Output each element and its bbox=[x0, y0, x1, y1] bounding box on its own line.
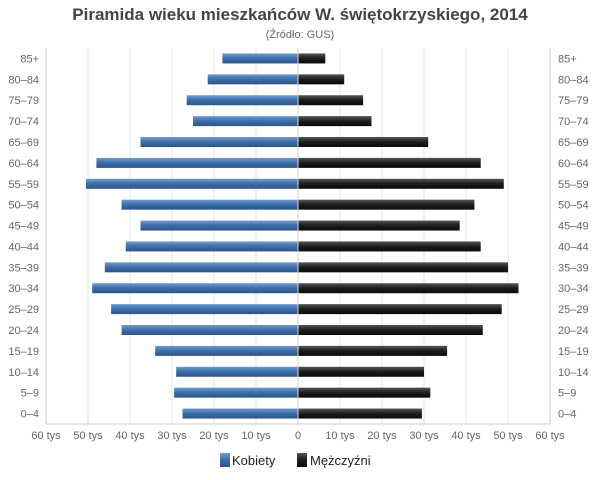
bar-kobiety-0 bbox=[182, 408, 298, 419]
legend-swatch-kobiety bbox=[220, 453, 230, 467]
bar-kobiety-13 bbox=[140, 137, 298, 147]
bar-mezczyzni-0 bbox=[298, 408, 422, 419]
y-tick-label: 15–19 bbox=[558, 346, 589, 358]
bar-kobiety-9 bbox=[140, 220, 298, 231]
y-tick-label: 60–64 bbox=[558, 158, 589, 170]
x-tick-label: 10 tys bbox=[241, 430, 271, 442]
y-tick-label: 45–49 bbox=[558, 221, 589, 233]
x-tick-label: 40 tys bbox=[451, 430, 481, 442]
bar-mezczyzni-5 bbox=[298, 304, 502, 315]
legend-swatch-mezczyzni bbox=[297, 453, 307, 467]
chart-subtitle: (Źródło: GUS) bbox=[266, 28, 334, 41]
y-tick-label: 45–49 bbox=[8, 221, 39, 233]
legend: Kobiety Mężczyźni bbox=[220, 453, 371, 468]
y-tick-label: 85+ bbox=[20, 53, 39, 65]
bar-mezczyzni-4 bbox=[298, 325, 483, 335]
bar-kobiety-11 bbox=[85, 178, 299, 189]
bar-kobiety-16 bbox=[207, 74, 298, 85]
y-tick-label: 75–79 bbox=[558, 95, 589, 107]
bar-mezczyzni-14 bbox=[298, 116, 372, 127]
y-tick-label: 20–24 bbox=[558, 325, 589, 337]
y-tick-label: 60–64 bbox=[8, 158, 39, 170]
x-tick-label: 0 bbox=[295, 430, 301, 442]
x-tick-label: 60 tys bbox=[535, 430, 565, 442]
y-tick-label: 25–29 bbox=[558, 304, 589, 316]
y-tick-label: 70–74 bbox=[558, 116, 589, 128]
y-tick-label: 50–54 bbox=[8, 200, 39, 212]
y-tick-label: 30–34 bbox=[8, 283, 39, 295]
y-tick-label: 50–54 bbox=[558, 200, 589, 212]
legend-label-kobiety: Kobiety bbox=[232, 453, 276, 468]
x-tick-label: 50 tys bbox=[73, 430, 103, 442]
bar-kobiety-1 bbox=[174, 387, 298, 398]
y-tick-label: 55–59 bbox=[558, 179, 589, 191]
axes bbox=[45, 48, 551, 425]
y-tick-label: 65–69 bbox=[8, 137, 39, 149]
y-tick-labels-left: 0–4 5–9 10–14 15–19 20–24 25–29 30–34 35–39 40–4… bbox=[8, 53, 39, 420]
y-tick-label: 0–4 bbox=[558, 409, 576, 421]
y-tick-label: 40–44 bbox=[558, 241, 589, 253]
y-tick-label: 35–39 bbox=[558, 262, 589, 274]
y-tick-labels-right: 0–4 5–9 10–14 15–19 20–24 25–29 30–34 35–39 40–4… bbox=[558, 53, 589, 420]
y-tick-label: 70–74 bbox=[8, 116, 39, 128]
bar-mezczyzni-6 bbox=[298, 283, 519, 294]
bar-kobiety-8 bbox=[125, 241, 298, 252]
x-tick-labels: 60 tys 50 tys 40 tys 30 tys 20 tys 10 tys 0 10 … bbox=[31, 430, 565, 442]
bar-mezczyzni-12 bbox=[298, 157, 481, 168]
y-tick-label: 10–14 bbox=[558, 367, 589, 379]
bar-mezczyzni-1 bbox=[298, 387, 431, 398]
bar-mezczyzni-15 bbox=[298, 95, 364, 106]
bar-kobiety-15 bbox=[186, 95, 298, 106]
y-tick-label: 5–9 bbox=[558, 388, 576, 400]
x-tick-label: 30 tys bbox=[157, 430, 187, 442]
bar-kobiety-3 bbox=[155, 345, 298, 356]
bar-kobiety-14 bbox=[193, 116, 298, 127]
bar-kobiety-6 bbox=[92, 283, 298, 294]
bar-kobiety-12 bbox=[96, 157, 299, 168]
bar-mezczyzni-2 bbox=[298, 366, 424, 377]
y-tick-label: 0–4 bbox=[21, 409, 39, 421]
y-tick-label: 10–14 bbox=[8, 367, 39, 379]
y-tick-label: 55–59 bbox=[8, 179, 39, 191]
y-tick-label: 85+ bbox=[558, 53, 577, 65]
bar-kobiety-5 bbox=[111, 304, 298, 315]
bar-mezczyzni-7 bbox=[298, 262, 508, 273]
y-tick-label: 80–84 bbox=[8, 74, 39, 86]
x-tick-label: 40 tys bbox=[115, 430, 145, 442]
bar-mezczyzni-11 bbox=[298, 178, 504, 189]
bar-mezczyzni-10 bbox=[298, 199, 475, 210]
x-tick-label: 20 tys bbox=[367, 430, 397, 442]
y-tick-label: 5–9 bbox=[21, 388, 39, 400]
x-tick-label: 20 tys bbox=[199, 430, 229, 442]
y-tick-label: 15–19 bbox=[8, 346, 39, 358]
bar-kobiety-4 bbox=[121, 325, 298, 335]
bar-mezczyzni-17 bbox=[298, 53, 326, 64]
bar-kobiety-17 bbox=[222, 53, 298, 64]
x-tick-label: 10 tys bbox=[325, 430, 355, 442]
legend-label-mezczyzni: Mężczyźni bbox=[310, 453, 371, 468]
y-tick-label: 25–29 bbox=[8, 304, 39, 316]
x-tick-label: 50 tys bbox=[493, 430, 523, 442]
bar-mezczyzni-3 bbox=[298, 345, 448, 356]
y-tick-label: 65–69 bbox=[558, 137, 589, 149]
bar-kobiety-2 bbox=[176, 366, 298, 377]
bar-mezczyzni-13 bbox=[298, 137, 429, 147]
x-tick-label: 60 tys bbox=[31, 430, 61, 442]
y-tick-label: 20–24 bbox=[8, 325, 39, 337]
bar-mezczyzni-16 bbox=[298, 74, 345, 85]
bar-mezczyzni-9 bbox=[298, 220, 460, 231]
chart-title: Piramida wieku mieszkańców W. świętokrzy… bbox=[72, 5, 528, 24]
y-tick-label: 75–79 bbox=[8, 95, 39, 107]
y-tick-label: 30–34 bbox=[558, 283, 589, 295]
bars bbox=[85, 53, 519, 419]
bar-mezczyzni-8 bbox=[298, 241, 481, 252]
y-tick-label: 80–84 bbox=[558, 74, 589, 86]
y-tick-label: 35–39 bbox=[8, 262, 39, 274]
x-tick-label: 30 tys bbox=[409, 430, 439, 442]
y-tick-label: 40–44 bbox=[8, 241, 39, 253]
bar-kobiety-10 bbox=[121, 199, 298, 210]
bar-kobiety-7 bbox=[104, 262, 298, 273]
